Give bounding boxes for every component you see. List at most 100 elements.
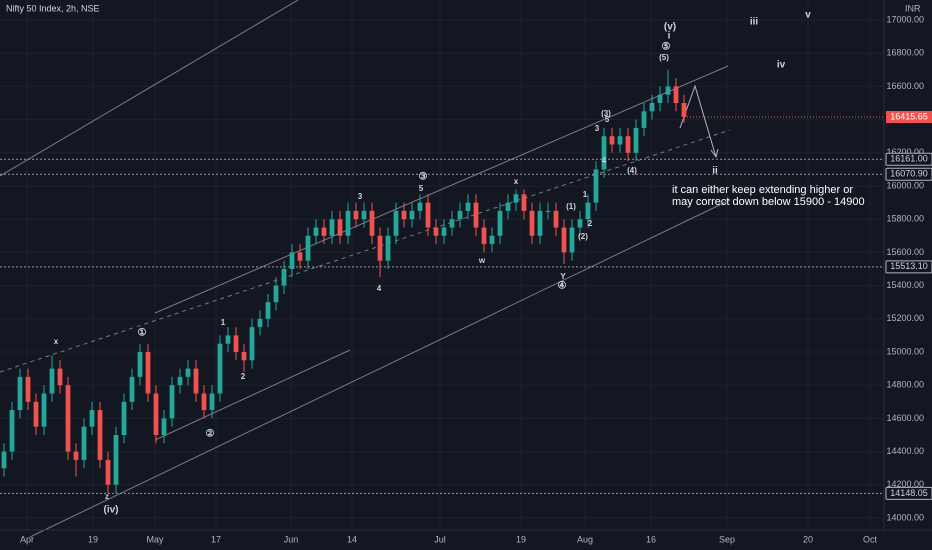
candle-body — [89, 410, 95, 427]
note: may correct down below 15900 - 14900 — [672, 196, 865, 208]
candle-body — [209, 393, 215, 411]
wave-label: iv — [777, 60, 786, 71]
price-label: 14148.05 — [890, 488, 928, 498]
wave-label: 3 — [358, 192, 363, 201]
y-tick-label: 15800.00 — [886, 214, 924, 224]
candle-body — [201, 393, 207, 411]
candle-body — [449, 219, 455, 228]
wave-label: (iv) — [104, 505, 119, 516]
candle-body — [121, 401, 127, 435]
candle-body — [601, 136, 607, 170]
x-tick-label: 20 — [803, 534, 813, 544]
x-tick-label: 19 — [516, 534, 526, 544]
candle-body — [489, 235, 495, 245]
currency: INR — [905, 3, 921, 13]
candle-body — [633, 127, 639, 153]
candle-body — [217, 343, 223, 394]
wave-label: 5 — [605, 115, 610, 124]
x-tick-label: Aug — [577, 534, 593, 544]
trend-line — [154, 349, 351, 441]
wave-label: ③ — [419, 172, 428, 183]
x-tick-label: Apr — [20, 534, 34, 544]
candle-body — [553, 210, 559, 228]
candle-body — [481, 227, 487, 245]
candle-body — [345, 210, 351, 236]
x-tick-label: 14 — [347, 534, 357, 544]
candle-body — [457, 210, 463, 220]
candle-body — [73, 451, 79, 460]
wave-label: ⑤ — [662, 42, 671, 53]
wave-label: ② — [206, 429, 215, 440]
candle-body — [241, 352, 247, 361]
candle-body — [177, 376, 183, 386]
candle-body — [361, 210, 367, 220]
wave-label: (4) — [627, 166, 637, 175]
wave-label: Y — [560, 272, 566, 281]
wave-label: ii — [712, 166, 718, 177]
candle-body — [609, 136, 615, 145]
wave-label: 4 — [377, 284, 382, 293]
candle-body — [577, 219, 583, 228]
candle-body — [409, 210, 415, 220]
candle-body — [145, 352, 151, 394]
trend-line — [29, 199, 731, 538]
trend-line — [0, 0, 299, 177]
candle-body — [49, 368, 55, 394]
y-tick-label: 15400.00 — [886, 280, 924, 290]
y-tick-label: 14200.00 — [886, 479, 924, 489]
y-tick-label: 16600.00 — [886, 81, 924, 91]
candle-body — [537, 210, 543, 236]
price-label: 15513.10 — [890, 261, 928, 271]
price-label: 16070.90 — [890, 169, 928, 179]
wave-label: v — [805, 10, 811, 21]
wave-label: z — [105, 492, 109, 501]
candle-body — [129, 376, 135, 402]
candle-body — [185, 368, 191, 377]
candle-body — [401, 210, 407, 220]
candle-body — [321, 227, 327, 236]
candle-body — [505, 202, 511, 211]
x-tick-label: 17 — [211, 534, 221, 544]
candle-body — [305, 235, 311, 261]
last-price-box — [886, 111, 932, 124]
candle-body — [289, 252, 295, 269]
candle-body — [249, 327, 255, 361]
wave-label: 2 — [241, 372, 246, 381]
wave-label: (1) — [566, 202, 576, 211]
candle-body — [353, 210, 359, 220]
x-tick-label: 16 — [646, 534, 656, 544]
candle-body — [377, 235, 383, 261]
price-label-box — [885, 167, 932, 181]
candle-body — [169, 385, 175, 419]
note: it can either keep extending higher or — [672, 184, 853, 196]
candle-body — [561, 227, 567, 253]
candle-body — [425, 202, 431, 228]
x-tick-label: Jul — [434, 534, 446, 544]
candle-body — [25, 376, 31, 402]
y-tick-label: 14000.00 — [886, 512, 924, 522]
candle-body — [297, 252, 303, 261]
candle-body — [9, 410, 15, 452]
y-tick-label: 16200.00 — [886, 147, 924, 157]
trend-lines — [0, 0, 731, 538]
wave-label: 4 — [602, 156, 607, 165]
x-tick-label: 19 — [88, 534, 98, 544]
candle-body — [233, 335, 239, 352]
candle-body — [521, 194, 527, 211]
x-tick-label: Sep — [719, 534, 735, 544]
y-tick-label: 16800.00 — [886, 48, 924, 58]
candle-body — [161, 418, 167, 435]
candle-body — [225, 335, 231, 344]
wave-label: 5 — [419, 184, 424, 193]
x-tick-label: Oct — [863, 534, 878, 544]
wave-label: (3) — [601, 109, 611, 118]
candle-body — [113, 435, 119, 485]
candle-body — [193, 368, 199, 394]
wave-label: (v) — [664, 22, 676, 33]
candle-body — [497, 210, 503, 236]
wave-label: x — [54, 337, 59, 346]
wave-label: w — [478, 256, 486, 265]
wave-label: ④ — [558, 281, 567, 292]
candle-body — [569, 227, 575, 253]
